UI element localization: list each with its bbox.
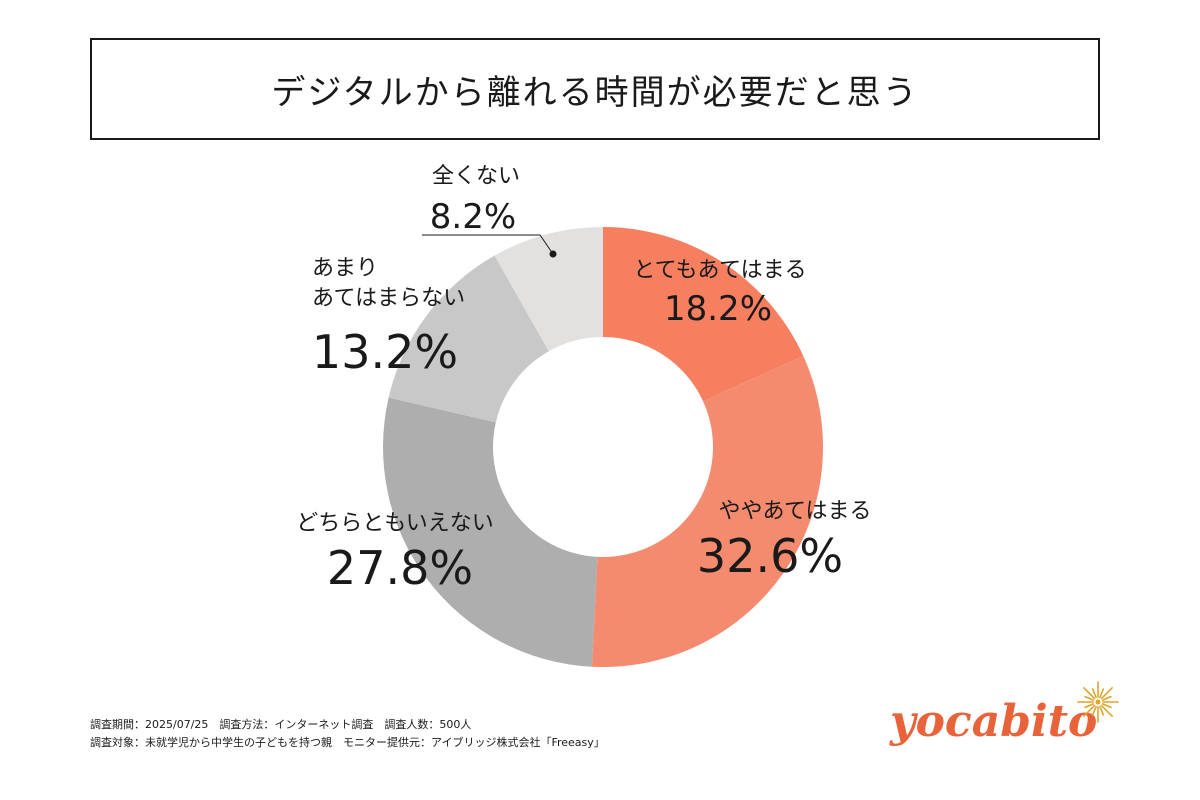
slice-label-4: あまりあてはまらない [312,256,465,311]
sparkle-ray [1100,687,1113,700]
slice-value-1: 18.2% [664,289,772,329]
leader-line [422,234,554,255]
logo-text: yocabito [890,696,1098,747]
slice-label-2: ややあてはまる [718,499,871,524]
yocabito-logo: yocabito [890,680,1130,760]
sparkle-ray [1091,705,1097,716]
slice-value-4: 13.2% [312,325,458,379]
chart-title: デジタルから離れる時間が必要だと思う [271,72,919,113]
slice-value-3: 27.8% [327,541,473,595]
sparkle-center [1095,699,1101,705]
sparkle-ray [1083,704,1096,717]
donut-slice-1 [603,227,804,402]
sparkle-ray [1083,687,1096,700]
slice-label-3: どちらともいえない [296,511,494,536]
slice-value-2: 32.6% [697,529,843,583]
donut-slice-5 [494,227,603,352]
sparkle-ray [1099,705,1105,716]
sparkle-ray [1084,695,1095,701]
slice-label-1: とてもあてはまる [633,258,806,283]
slice-value-5: 8.2% [430,197,516,237]
sparkle-ray [1101,695,1112,701]
sparkle-ray [1084,703,1095,709]
donut-slice-4 [388,255,549,423]
sparkle-ray [1100,704,1113,717]
sparkle-ray [1099,688,1105,699]
sparkle-icon [1077,681,1119,723]
donut-slice-2 [591,355,823,667]
slice-label-5: 全くない [432,164,520,189]
sparkle-ray [1091,688,1097,699]
title-box: デジタルから離れる時間が必要だと思う [90,38,1100,140]
survey-notes: 調査期間：2025/07/25 調査方法：インターネット調査 調査人数：500人… [90,716,605,752]
survey-note-line-2: 調査対象：未就学児から中学生の子どもを持つ親 モニター提供元：アイブリッジ株式会… [90,736,605,749]
donut-slice-3 [382,397,598,667]
sparkle-ray [1101,703,1112,709]
leader-dot [549,250,557,258]
survey-note-line-1: 調査期間：2025/07/25 調査方法：インターネット調査 調査人数：500人 [90,718,472,731]
